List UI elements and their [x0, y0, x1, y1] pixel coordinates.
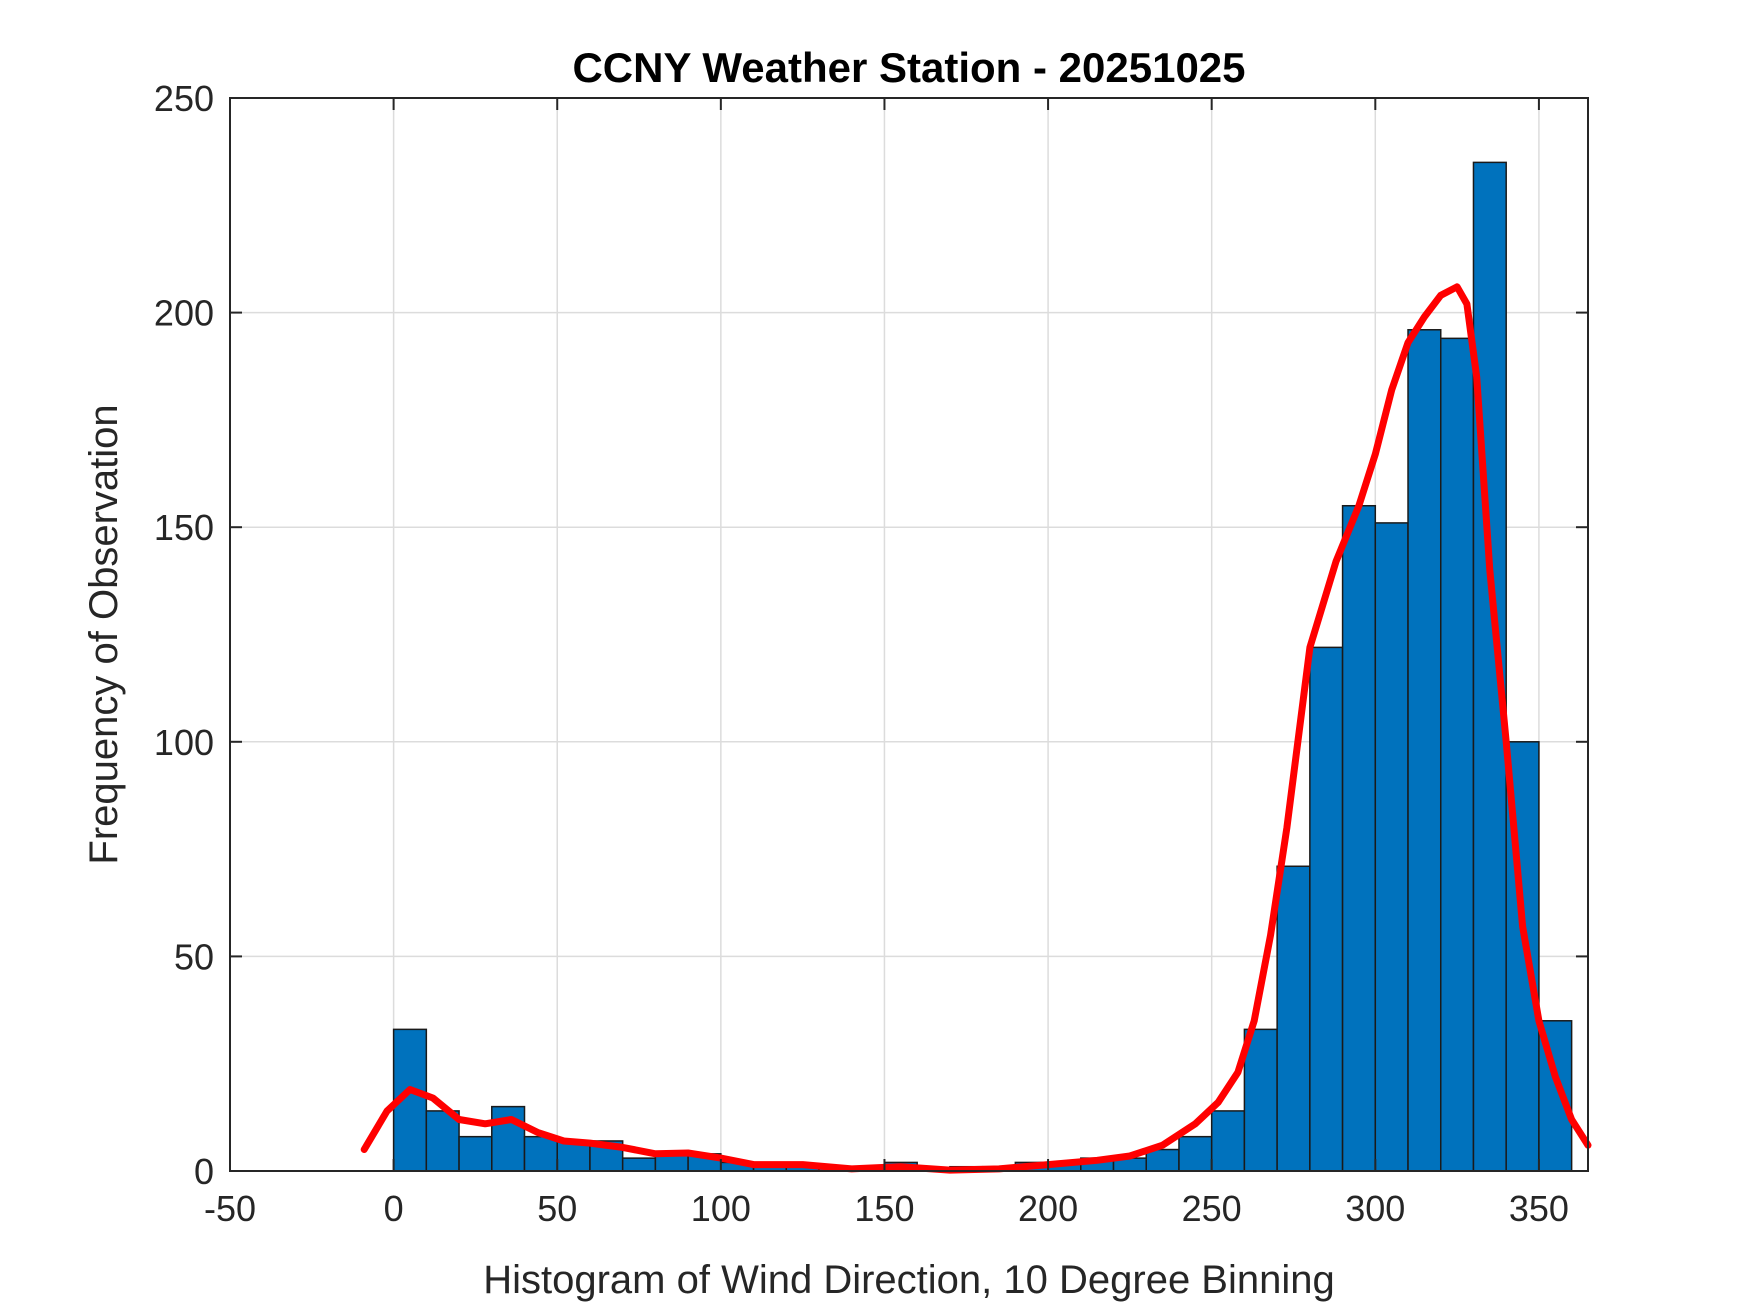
x-axis-label: Histogram of Wind Direction, 10 Degree B… [483, 1258, 1335, 1302]
y-tick-label: 0 [194, 1151, 214, 1192]
histogram-bar [491, 1105, 526, 1172]
fit-curve-line [360, 283, 1592, 1174]
histogram-bar [523, 1135, 558, 1172]
y-tick-label: 200 [154, 293, 214, 334]
chart-title: CCNY Weather Station - 20251025 [572, 44, 1245, 91]
histogram-bars [392, 161, 1573, 1172]
histogram-bar [1145, 1148, 1180, 1172]
x-tick-label: 350 [1509, 1188, 1569, 1229]
x-tick-label: 150 [854, 1188, 914, 1229]
x-tick-labels: -50 0 50 100 150 200 250 300 350 [204, 1188, 1569, 1229]
x-tick-label: 50 [537, 1188, 577, 1229]
y-tick-label: 100 [154, 722, 214, 763]
y-tick-label: 250 [154, 78, 214, 119]
x-tick-label: -50 [204, 1188, 256, 1229]
axes-box [229, 97, 1589, 1172]
histogram-bar [621, 1157, 657, 1172]
y-tick-labels: 0 50 100 150 200 250 [154, 78, 214, 1192]
histogram-bar [1341, 504, 1377, 1172]
tick-marks [229, 97, 1588, 1172]
x-tick-label: 250 [1182, 1188, 1242, 1229]
histogram-bar [1210, 1110, 1246, 1172]
histogram-bar [1407, 329, 1442, 1172]
y-axis-label: Frequency of Observation [82, 404, 126, 864]
y-tick-label: 150 [154, 507, 214, 548]
x-tick-label: 300 [1345, 1188, 1405, 1229]
x-tick-label: 0 [384, 1188, 404, 1229]
histogram-bar [1276, 865, 1311, 1172]
histogram-bar [458, 1135, 493, 1172]
histogram-bar [1309, 646, 1344, 1172]
y-tick-label: 50 [174, 936, 214, 977]
x-tick-label: 100 [691, 1188, 751, 1229]
histogram-bar [1374, 522, 1409, 1172]
histogram-bar [1243, 1028, 1278, 1172]
histogram-bar [1439, 337, 1475, 1172]
histogram-bar [425, 1110, 460, 1172]
x-tick-label: 200 [1018, 1188, 1078, 1229]
fit-curve-group [360, 283, 1592, 1174]
histogram-bar [1178, 1135, 1213, 1172]
